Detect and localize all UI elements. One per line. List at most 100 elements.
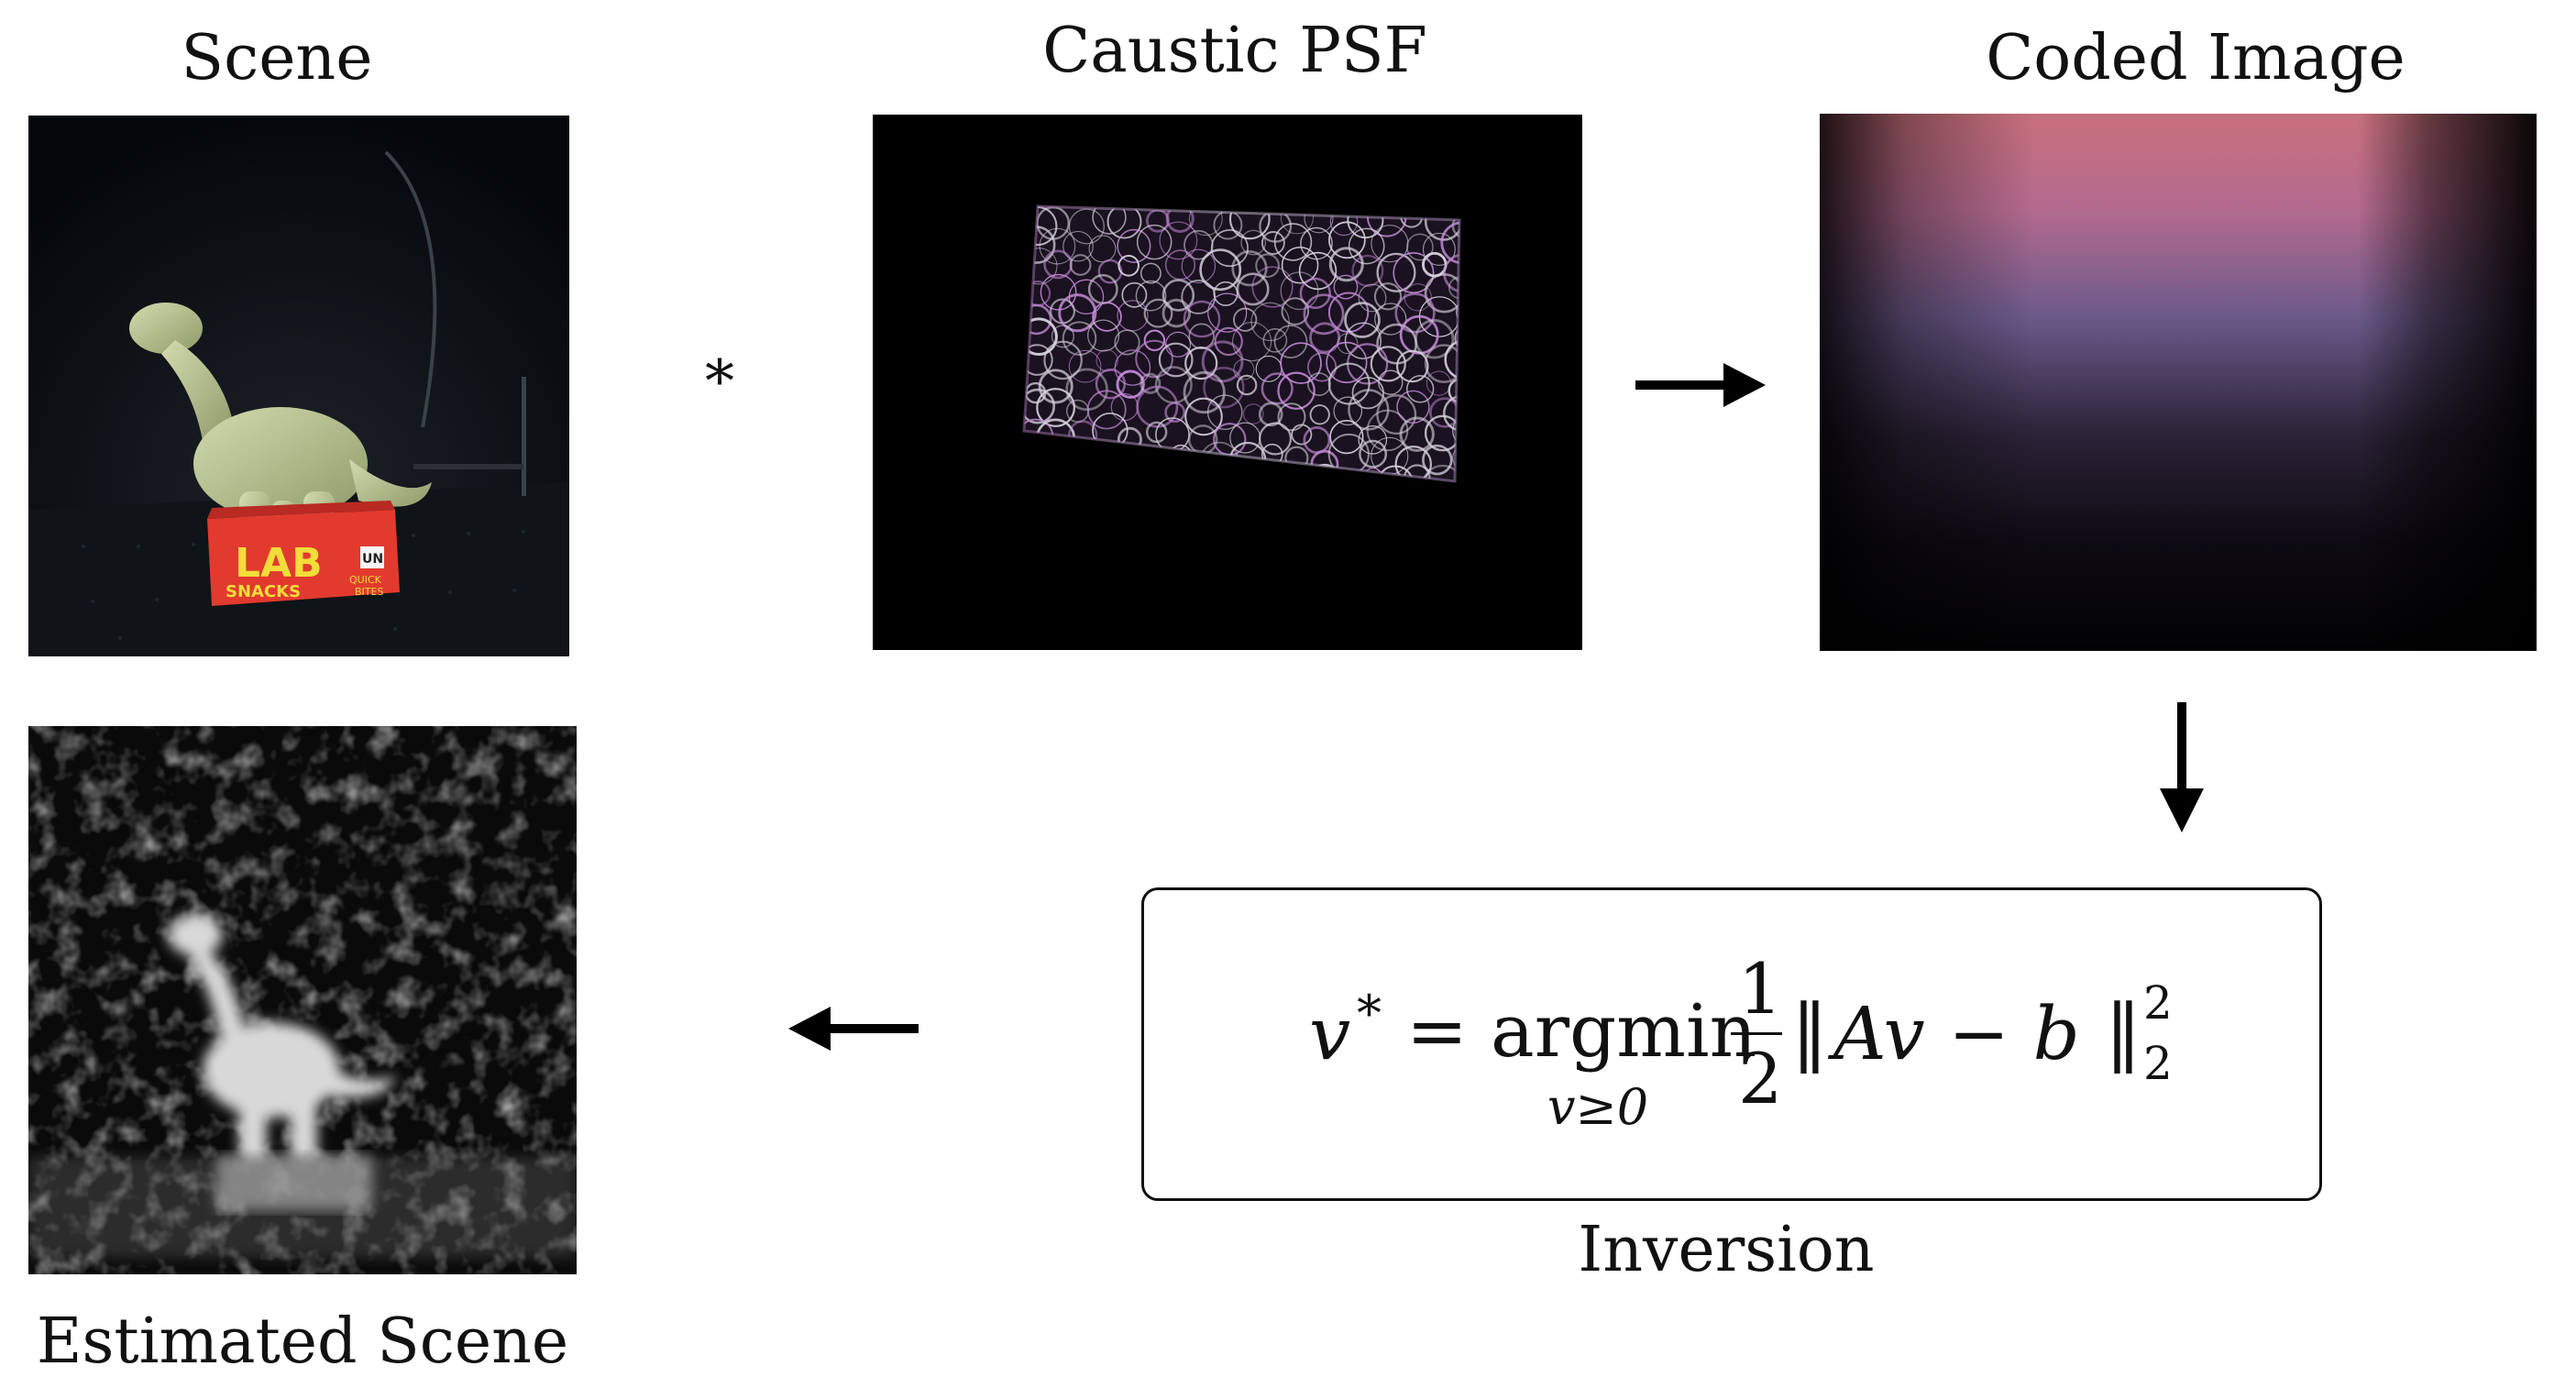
psf-caustic-cell [1452, 446, 1459, 471]
estimated-scene-image [28, 726, 577, 1274]
psf-caustic-cell [1358, 283, 1387, 313]
psf-caustic-cell [1201, 340, 1244, 383]
psf-caustic-cell [1158, 342, 1194, 378]
psf-caustic-cell [1454, 325, 1459, 352]
psf-caustic-cell [1280, 342, 1322, 384]
psf-caustic-cell [1069, 254, 1092, 276]
caustic-psf-label: Caustic PSF [1042, 15, 1427, 87]
psf-caustic-cell [1422, 464, 1459, 481]
psf-caustic-cell [1344, 302, 1381, 338]
psf-caustic-cell [1424, 272, 1459, 314]
psf-caustic-cell [1145, 421, 1168, 444]
psf-caustic-cell [1088, 235, 1117, 263]
psf-caustic-cell [1043, 340, 1083, 380]
scene-label: Scene [181, 22, 373, 94]
left-arrow-icon [788, 1007, 919, 1051]
psf-caustic-cell [1374, 303, 1407, 336]
eq-lhs-sup: * [1357, 985, 1382, 1042]
psf-caustic-cell [1121, 281, 1148, 308]
psf-caustic-cell [1233, 307, 1258, 332]
psf-caustic-cell [1406, 375, 1435, 403]
psf-caustic-cell [1024, 317, 1058, 356]
psf-caustic-cell [1161, 298, 1192, 328]
psf-caustic-cell [1444, 339, 1459, 380]
eq-body: Av − b [1833, 991, 2080, 1076]
psf-caustic-cell [1242, 403, 1264, 424]
psf-caustic-cell [1135, 280, 1167, 312]
psf-caustic-cell [1291, 424, 1313, 446]
psf-caustic-cell [1351, 254, 1384, 287]
psf-caustic-cell [1161, 279, 1195, 312]
box-text-lab: LAB [235, 540, 323, 587]
eq-subscript: v≥0 [1547, 1078, 1649, 1136]
psf-caustic-cell [1024, 344, 1053, 376]
box-text-tag: UN [362, 552, 383, 567]
psf-caustic-cell [1344, 322, 1382, 359]
psf-caustic-cell [1424, 344, 1459, 384]
psf-caustic-cell [1273, 223, 1313, 261]
psf-caustic-cell [1337, 333, 1359, 355]
psf-caustic-cell [1303, 293, 1345, 336]
psf-caustic-cell [1038, 369, 1073, 404]
psf-caustic-cell [1328, 247, 1364, 282]
psf-caustic-cell [1280, 271, 1319, 311]
psf-caustic-cell [1373, 282, 1403, 311]
psf-caustic-cell [1214, 326, 1243, 357]
psf-caustic-cell [1281, 297, 1310, 325]
psf-caustic-cell [1351, 376, 1384, 410]
eq-lhs-var: v [1309, 991, 1351, 1076]
psf-caustic-cell [1406, 233, 1434, 261]
psf-caustic-cell [1024, 303, 1052, 336]
psf-caustic-cell [1051, 325, 1075, 348]
psf-caustic-cell [1394, 292, 1436, 334]
convolution-operator: * [705, 348, 734, 416]
psf-caustic-cell [1159, 221, 1198, 260]
psf-caustic-cell [1376, 465, 1415, 481]
eq-norm-sup: 2 [2143, 976, 2173, 1030]
psf-caustic-cell [1143, 298, 1173, 328]
psf-caustic-cell [1184, 397, 1223, 436]
down-arrow-icon [2160, 702, 2204, 832]
psf-caustic-cell [1136, 224, 1172, 260]
psf-caustic-cell [1065, 368, 1108, 412]
psf-caustic-cell [1366, 409, 1409, 452]
psf-caustic-cell [1036, 388, 1076, 427]
psf-caustic-cell [1228, 206, 1271, 240]
psf-caustic-cell [1062, 321, 1097, 356]
box-text-bites: BITES [355, 586, 383, 598]
psf-caustic-cell [1393, 252, 1435, 294]
psf-caustic-cell [1092, 206, 1127, 235]
inversion-equation-box: v * = argmin v≥0 1 2 ‖ Av − b ‖ 2 2 [1141, 887, 2322, 1201]
psf-caustic-cell [1255, 253, 1280, 279]
psf-caustic-cell [1092, 302, 1122, 332]
psf-caustic-cell [1236, 272, 1270, 306]
scene-image: LAB SNACKS UN QUICK BITES [28, 116, 569, 656]
psf-caustic-cell [1181, 248, 1216, 283]
psf-caustic-cell [1396, 349, 1429, 383]
psf-caustic-cell [1358, 424, 1388, 455]
psf-caustic-cell [1114, 329, 1140, 356]
psf-caustic-cell [1106, 206, 1142, 239]
psf-caustic-cell [1117, 255, 1140, 277]
psf-caustic-cell [1309, 404, 1330, 425]
psf-caustic-cell [1233, 358, 1255, 380]
eq-frac-bar [1731, 1032, 1782, 1035]
psf-caustic-cell [1183, 300, 1221, 338]
eq-frac-den: 2 [1738, 1038, 1783, 1119]
psf-caustic-cell [1414, 319, 1455, 359]
psf-caustic-cell [1087, 319, 1120, 352]
psf-caustic-cell [1188, 206, 1223, 237]
psf-caustic-cell [1422, 232, 1456, 266]
psf-caustic-cell [1273, 325, 1308, 359]
psf-caustic-cell [1207, 292, 1248, 333]
psf-caustic-cell [1326, 341, 1368, 383]
psf-caustic-cell [1359, 439, 1388, 468]
psf-caustic-cell [1443, 395, 1459, 432]
psf-caustic-cell [1136, 385, 1179, 428]
psf-caustic-cell [1333, 396, 1363, 426]
psf-caustic-cell [1376, 252, 1416, 292]
psf-caustic-cell [1448, 276, 1459, 299]
eq-norm-sub: 2 [2143, 1037, 2173, 1090]
psf-caustic-cell [1024, 248, 1058, 285]
psf-caustic-cell [1058, 293, 1097, 333]
